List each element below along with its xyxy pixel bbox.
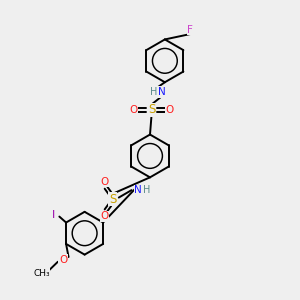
- Text: S: S: [109, 193, 116, 206]
- Text: O: O: [166, 105, 174, 115]
- Text: O: O: [59, 255, 67, 265]
- Text: CH₃: CH₃: [33, 269, 50, 278]
- Text: O: O: [129, 105, 137, 115]
- Text: N: N: [158, 87, 166, 97]
- Text: N: N: [134, 185, 142, 195]
- Text: O: O: [100, 177, 109, 187]
- Text: H: H: [150, 87, 157, 97]
- Text: I: I: [52, 210, 55, 220]
- Text: S: S: [148, 103, 155, 116]
- Text: F: F: [187, 25, 193, 34]
- Text: O: O: [100, 211, 109, 221]
- Text: H: H: [143, 185, 150, 195]
